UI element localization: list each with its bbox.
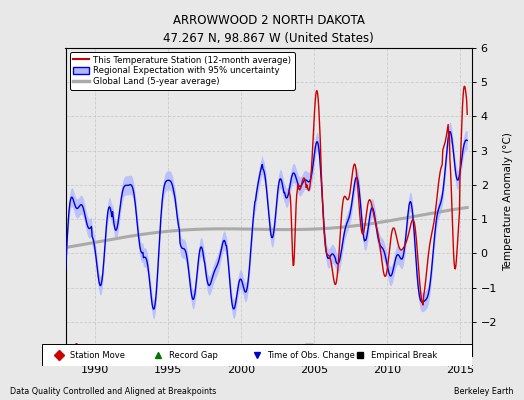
Text: Berkeley Earth: Berkeley Earth bbox=[454, 387, 514, 396]
Text: Empirical Break: Empirical Break bbox=[370, 350, 437, 360]
Title: ARROWWOOD 2 NORTH DAKOTA
47.267 N, 98.867 W (United States): ARROWWOOD 2 NORTH DAKOTA 47.267 N, 98.86… bbox=[163, 14, 374, 46]
Legend: This Temperature Station (12-month average), Regional Expectation with 95% uncer: This Temperature Station (12-month avera… bbox=[70, 52, 294, 90]
Text: Station Move: Station Move bbox=[70, 350, 125, 360]
FancyBboxPatch shape bbox=[42, 344, 472, 366]
Text: Time of Obs. Change: Time of Obs. Change bbox=[267, 350, 355, 360]
Text: Data Quality Controlled and Aligned at Breakpoints: Data Quality Controlled and Aligned at B… bbox=[10, 387, 217, 396]
Text: Record Gap: Record Gap bbox=[169, 350, 217, 360]
Y-axis label: Temperature Anomaly (°C): Temperature Anomaly (°C) bbox=[503, 132, 512, 272]
